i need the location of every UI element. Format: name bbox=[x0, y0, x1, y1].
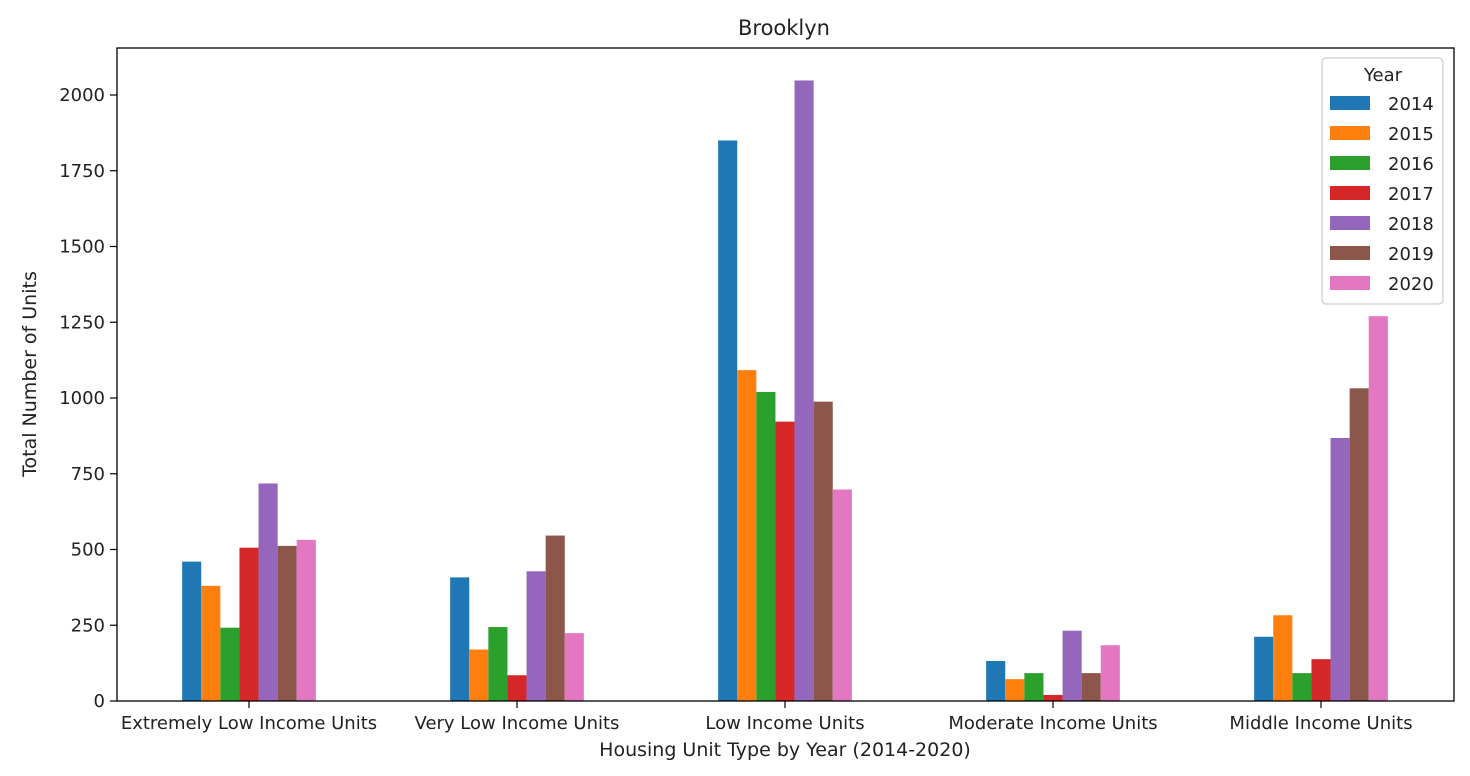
bar-2014 bbox=[1254, 636, 1274, 701]
bar-2018 bbox=[526, 571, 546, 701]
y-tick-label: 1000 bbox=[59, 388, 105, 409]
legend-label-2017: 2017 bbox=[1388, 184, 1434, 205]
y-tick-label: 2000 bbox=[59, 85, 105, 106]
legend-title: Year bbox=[1363, 65, 1403, 86]
bars-group bbox=[182, 80, 1388, 702]
x-tick-label: Extremely Low Income Units bbox=[121, 713, 377, 734]
bar-2020 bbox=[832, 489, 852, 701]
y-tick-label: 750 bbox=[71, 464, 105, 485]
bar-2014 bbox=[718, 140, 738, 701]
x-tick-label: Moderate Income Units bbox=[948, 713, 1157, 734]
x-tick-label: Very Low Income Units bbox=[415, 713, 620, 734]
bar-2014 bbox=[450, 577, 470, 701]
bar-2019 bbox=[1349, 388, 1369, 701]
legend-box bbox=[1321, 57, 1444, 305]
bar-2014 bbox=[986, 661, 1006, 701]
bar-2015 bbox=[1005, 679, 1025, 701]
bar-2017 bbox=[1311, 659, 1331, 701]
y-tick-label: 250 bbox=[71, 615, 105, 636]
legend-swatch-2017 bbox=[1330, 186, 1370, 200]
x-axis-label: Housing Unit Type by Year (2014-2020) bbox=[599, 739, 971, 761]
x-axis: Extremely Low Income Units Very Low Incom… bbox=[121, 701, 1413, 734]
legend-swatch-2015 bbox=[1330, 126, 1370, 140]
legend-label-2018: 2018 bbox=[1388, 214, 1434, 235]
bar-2020 bbox=[1368, 316, 1388, 701]
bar-2019 bbox=[545, 535, 565, 701]
legend-label-2015: 2015 bbox=[1388, 124, 1434, 145]
bar-2018 bbox=[258, 483, 278, 701]
legend-label-2014: 2014 bbox=[1388, 94, 1434, 115]
bar-2017 bbox=[1043, 694, 1063, 701]
y-tick-label: 1500 bbox=[59, 237, 105, 258]
legend-label-2016: 2016 bbox=[1388, 154, 1434, 175]
bar-2017 bbox=[507, 675, 527, 701]
legend-label-2020: 2020 bbox=[1388, 274, 1434, 295]
bar-2016 bbox=[1024, 673, 1044, 701]
bar-2020 bbox=[564, 633, 584, 701]
legend: Year 2014 2015 2016 2017 2018 2019 2020 bbox=[1321, 57, 1444, 305]
bar-2016 bbox=[756, 391, 776, 701]
bar-2017 bbox=[775, 421, 795, 701]
legend-label-2019: 2019 bbox=[1388, 244, 1434, 265]
y-axis: 0 250 500 750 1000 1250 1500 1750 2000 bbox=[59, 85, 117, 712]
bar-2018 bbox=[1330, 437, 1350, 701]
y-axis-label: Total Number of Units bbox=[19, 271, 41, 478]
legend-swatch-2016 bbox=[1330, 156, 1370, 170]
y-tick-label: 500 bbox=[71, 540, 105, 561]
legend-swatch-2020 bbox=[1330, 276, 1370, 290]
bar-2015 bbox=[737, 370, 757, 701]
bar-2014 bbox=[182, 561, 202, 701]
bar-2020 bbox=[1100, 645, 1120, 701]
y-tick-label: 1250 bbox=[59, 312, 105, 333]
bar-2016 bbox=[1292, 673, 1312, 701]
bar-2016 bbox=[488, 627, 508, 701]
bar-2019 bbox=[277, 545, 297, 701]
bar-2016 bbox=[220, 627, 240, 701]
chart-title: Brooklyn bbox=[738, 16, 830, 40]
y-tick-label: 1750 bbox=[59, 161, 105, 182]
bar-2017 bbox=[239, 547, 259, 701]
legend-swatch-2014 bbox=[1330, 96, 1370, 110]
legend-swatch-2019 bbox=[1330, 246, 1370, 260]
legend-swatch-2018 bbox=[1330, 216, 1370, 230]
bar-2015 bbox=[201, 585, 221, 701]
x-tick-label: Middle Income Units bbox=[1229, 713, 1412, 734]
x-tick-label: Low Income Units bbox=[705, 713, 864, 734]
bar-2015 bbox=[469, 649, 489, 701]
bar-2020 bbox=[296, 539, 316, 701]
bar-2015 bbox=[1273, 615, 1293, 701]
y-tick-label: 0 bbox=[94, 691, 105, 712]
bar-2019 bbox=[1081, 673, 1101, 701]
bar-2018 bbox=[794, 80, 814, 702]
bar-2018 bbox=[1062, 630, 1082, 701]
bar-2019 bbox=[813, 401, 833, 701]
